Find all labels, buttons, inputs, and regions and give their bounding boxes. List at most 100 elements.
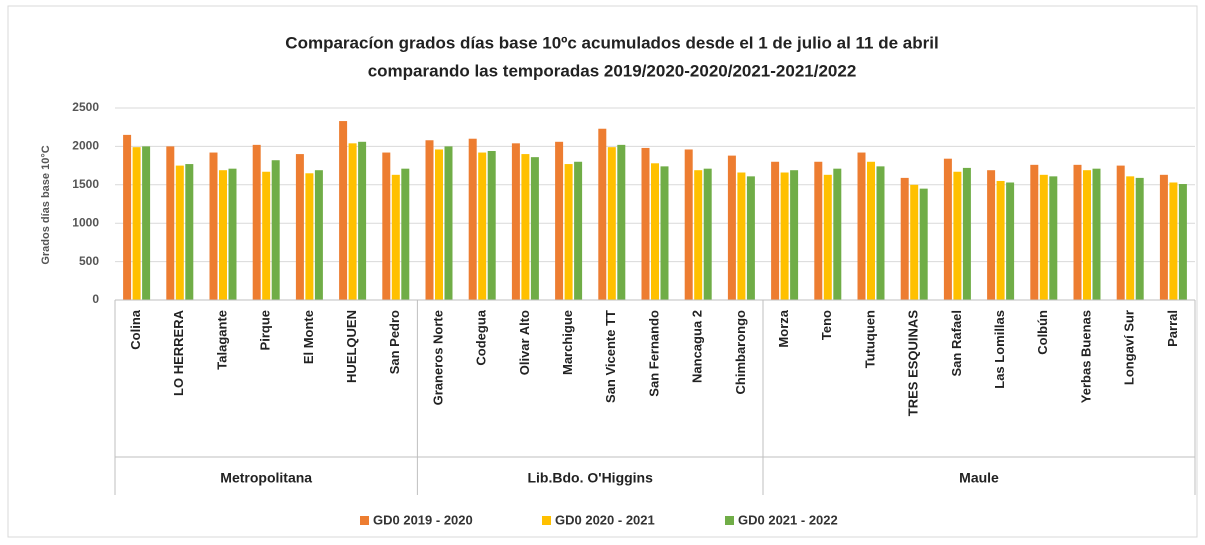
bar [814, 161, 823, 300]
x-tick-label: Teno [819, 310, 834, 340]
x-tick-label: Tutuquen [862, 310, 877, 368]
bar [1159, 174, 1168, 300]
bar [607, 147, 616, 300]
y-tick-label: 2500 [72, 100, 99, 114]
x-tick-label: Longaví Sur [1122, 310, 1137, 385]
x-tick-label: Talagante [214, 310, 229, 370]
bar [703, 168, 712, 300]
bar [425, 140, 434, 300]
bar [962, 167, 971, 300]
bar [987, 170, 996, 300]
x-tick-label: Las Lomillas [992, 310, 1007, 389]
bar [1073, 164, 1082, 300]
bar [348, 143, 357, 300]
y-tick-label: 2000 [72, 139, 99, 153]
x-tick-label: Parral [1165, 310, 1180, 347]
bar [790, 170, 799, 300]
bar [617, 144, 626, 300]
x-tick-label: Pirque [258, 310, 273, 350]
x-tick-label: Codegua [474, 309, 489, 365]
bar [262, 171, 271, 300]
bar [694, 170, 703, 300]
group-label: Maule [959, 470, 999, 486]
bar [521, 154, 530, 300]
bar [651, 163, 659, 300]
chart-title: Comparacíon grados días base 10ºc acumul… [285, 33, 938, 52]
bar [1006, 182, 1015, 300]
bar [314, 170, 323, 300]
bar [142, 146, 151, 300]
bar [910, 184, 919, 300]
bar [478, 152, 487, 300]
bar [857, 152, 866, 300]
bar [660, 166, 669, 300]
y-tick-label: 500 [79, 254, 99, 268]
bar [746, 176, 755, 300]
x-tick-label: Colina [128, 309, 143, 349]
bar [1116, 165, 1125, 300]
bar [727, 155, 736, 300]
bar [684, 149, 693, 300]
bar [444, 146, 453, 300]
x-tick-label: LO HERRERA [171, 309, 186, 396]
x-tick-label: Graneros Norte [430, 310, 445, 405]
x-tick-label: HUELQUEN [344, 310, 359, 383]
bar [823, 174, 832, 300]
bar [564, 164, 573, 300]
bar [737, 172, 746, 300]
bar [555, 141, 564, 300]
bar [771, 161, 780, 300]
bar [252, 144, 261, 300]
bar [228, 168, 237, 300]
bar [1178, 184, 1187, 300]
x-tick-label: San Vicente TT [603, 310, 618, 403]
bar [219, 170, 227, 300]
bar [1083, 170, 1091, 300]
bar [305, 173, 314, 300]
x-tick-label: TRES ESQUINAS [906, 310, 921, 417]
y-axis-title: Grados días base 10°C [40, 145, 52, 264]
y-tick-label: 0 [92, 292, 99, 306]
bar [919, 188, 928, 300]
x-tick-label: Colbún [1035, 310, 1050, 355]
chart-subtitle: comparando las temporadas 2019/2020-2020… [368, 61, 857, 80]
bar [953, 171, 962, 300]
bar [123, 134, 132, 300]
bar [530, 157, 539, 300]
x-tick-label: Marchigue [560, 310, 575, 375]
bar [574, 161, 583, 300]
bar [598, 128, 607, 300]
bar [132, 147, 141, 300]
bar [468, 138, 477, 300]
x-tick-label: Nancagua 2 [690, 310, 705, 383]
x-tick-label: San Pedro [387, 310, 402, 374]
bar [435, 149, 443, 300]
bar [833, 168, 842, 300]
legend-label: GD0 2019 - 2020 [373, 512, 473, 527]
x-tick-label: Morza [776, 309, 791, 347]
bar [780, 172, 789, 300]
bar [867, 161, 875, 300]
bar [900, 177, 909, 300]
bar [401, 168, 410, 300]
bar [166, 146, 175, 300]
y-tick-label: 1500 [72, 177, 99, 191]
legend-label: GD0 2021 - 2022 [738, 512, 838, 527]
bar [358, 141, 367, 300]
bar [876, 166, 885, 300]
legend-swatch [360, 516, 369, 525]
bar [641, 147, 650, 300]
bar [1169, 182, 1178, 300]
x-tick-label: Yerbas Buenas [1078, 310, 1093, 403]
legend-swatch [725, 516, 734, 525]
bar [271, 160, 280, 300]
bar [1039, 174, 1048, 300]
bar [1135, 177, 1144, 300]
group-label: Metropolitana [220, 470, 312, 486]
bar [511, 143, 520, 300]
bar [175, 165, 184, 300]
bar [185, 164, 194, 300]
bar [391, 174, 400, 300]
group-label: Lib.Bdo. O'Higgins [527, 470, 653, 486]
bar [339, 121, 348, 300]
